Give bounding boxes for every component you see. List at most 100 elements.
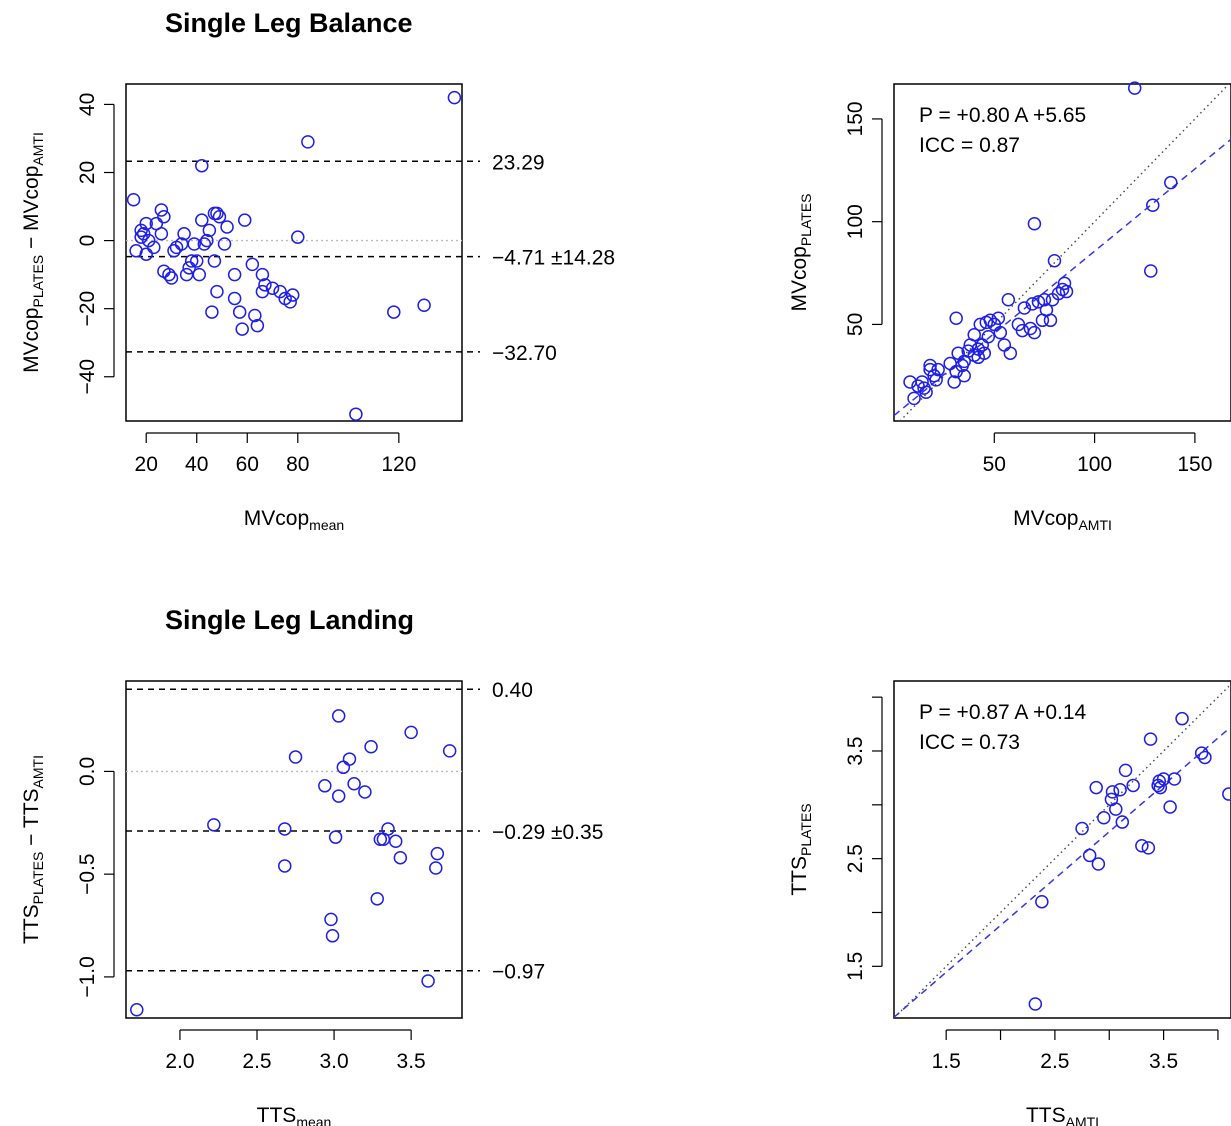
balance-corr-y-tick-label: 150 bbox=[844, 101, 867, 136]
balance-ba-data-point bbox=[179, 267, 194, 282]
section-title-balance: Single Leg Balance bbox=[165, 8, 413, 38]
balance-corr-data-point bbox=[1003, 346, 1018, 360]
balance-corr-data-point bbox=[1037, 293, 1052, 307]
balance-corr-data-point bbox=[991, 311, 1006, 326]
landing-ba-data-point bbox=[331, 709, 346, 723]
balance-corr-x-tick-label: 150 bbox=[1177, 453, 1212, 476]
landing-ba-data-point bbox=[328, 830, 343, 844]
landing-ba-data-point bbox=[404, 725, 418, 740]
balance-corr-data-point bbox=[1144, 264, 1158, 278]
balance-ba-data-point bbox=[134, 223, 148, 238]
landing-ba-data-point bbox=[318, 779, 332, 793]
balance-ba-data-point bbox=[207, 254, 222, 268]
landing-corr-fit-line bbox=[894, 726, 1231, 1018]
balance-ba-data-point bbox=[273, 284, 287, 299]
balance-corr-data-point bbox=[1031, 295, 1046, 309]
balance-corr-data-point bbox=[1027, 325, 1042, 340]
balance-corr-data-point bbox=[1051, 286, 1066, 301]
balance-ba-data-point bbox=[217, 237, 232, 251]
balance-ba-data-point bbox=[189, 254, 204, 268]
balance-ba-data-point bbox=[184, 254, 199, 268]
balance-corr-x-axis-title: MVcopAMTI bbox=[1013, 507, 1112, 533]
balance-ba-data-point bbox=[202, 223, 217, 238]
landing-ba-x-tick-label: 3.5 bbox=[397, 1050, 426, 1073]
landing-corr-data-point bbox=[1167, 772, 1182, 786]
balance-ba-data-point bbox=[164, 271, 179, 285]
balance-corr-data-point bbox=[967, 327, 981, 342]
balance-corr-data-point bbox=[1023, 321, 1038, 336]
balance-corr-data-point bbox=[1027, 216, 1042, 231]
landing-corr-x-axis-title: TTSAMTI bbox=[1026, 1104, 1099, 1126]
balance-ba-data-point bbox=[177, 227, 191, 241]
landing-ba-data-point bbox=[393, 850, 408, 865]
balance-corr-frame bbox=[893, 83, 1231, 422]
landing-ba-y-tick-label: 0.0 bbox=[76, 757, 99, 786]
landing-ba-data-point bbox=[278, 822, 292, 836]
landing-corr-data-point bbox=[1163, 800, 1177, 814]
landing-ba-data-point bbox=[207, 818, 221, 832]
balance-corr-data-point bbox=[931, 362, 945, 377]
balance-ba-x-tick-label: 80 bbox=[286, 453, 309, 476]
balance-corr-data-point bbox=[997, 338, 1012, 352]
balance-ba-data-point bbox=[227, 267, 242, 282]
balance-corr-data-point bbox=[1127, 81, 1142, 95]
landing-corr-data-point bbox=[1097, 810, 1111, 825]
landing-ba-x-axis-title: TTSmean bbox=[257, 1104, 332, 1126]
landing-corr-data-point bbox=[1035, 894, 1049, 909]
landing-corr-data-point bbox=[1222, 787, 1231, 801]
landing-ba-data-point bbox=[331, 789, 346, 803]
landing-corr-data-point bbox=[1194, 746, 1209, 760]
balance-ba-y-tick-label: 20 bbox=[76, 161, 99, 184]
landing-corr-y-tick-label: 2.5 bbox=[844, 844, 867, 873]
balance-ba-y-tick-label: 0 bbox=[76, 235, 99, 247]
landing-corr-annotation: ICC = 0.73 bbox=[919, 731, 1020, 754]
landing-corr-y-tick-label: 3.5 bbox=[844, 736, 867, 765]
balance-corr-annotation: P = +0.80 A +5.65 bbox=[919, 104, 1086, 127]
balance-ba-data-point bbox=[126, 192, 141, 207]
balance-corr-data-point bbox=[1047, 253, 1062, 268]
landing-ba-data-point bbox=[278, 859, 292, 873]
balance-ba-data-point bbox=[285, 288, 300, 302]
balance-corr-data-point bbox=[947, 375, 961, 389]
landing-corr-identity-line bbox=[894, 683, 1231, 1018]
balance-ba-data-point bbox=[154, 227, 169, 241]
landing-corr-y-tick-label: 1.5 bbox=[844, 952, 867, 981]
balance-ba-data-point bbox=[162, 267, 176, 282]
balance-ba-data-point bbox=[220, 220, 234, 234]
balance-ba-data-point bbox=[205, 305, 219, 319]
landing-corr-frame bbox=[893, 680, 1231, 1019]
landing-ba-data-point bbox=[324, 912, 338, 927]
balance-ba-data-point bbox=[250, 318, 265, 333]
balance-ba-data-point bbox=[195, 158, 209, 173]
landing-corr-x-tick-label: 2.5 bbox=[1040, 1050, 1069, 1073]
balance-ba-data-point bbox=[167, 244, 181, 258]
balance-ba-data-point bbox=[283, 295, 297, 309]
balance-ba-data-point bbox=[187, 237, 201, 251]
balance-ba-data-point bbox=[141, 233, 156, 248]
landing-ba-data-point bbox=[430, 846, 445, 861]
balance-ba-data-point bbox=[210, 284, 224, 299]
landing-corr-data-point bbox=[1135, 838, 1149, 853]
landing-corr-data-point bbox=[1089, 780, 1103, 795]
landing-ba-frame bbox=[125, 680, 463, 1019]
landing-ba-limit-label: −0.29 ±0.35 bbox=[492, 821, 603, 844]
balance-corr-data-point bbox=[949, 311, 963, 326]
balance-ba-y-tick-label: 40 bbox=[76, 93, 99, 116]
landing-ba-data-point bbox=[421, 974, 435, 988]
landing-corr-data-point bbox=[1153, 780, 1168, 795]
landing-ba-data-point bbox=[370, 892, 384, 906]
landing-ba-data-point bbox=[429, 861, 443, 875]
balance-ba-limit-label: 23.29 bbox=[492, 151, 545, 174]
balance-corr-data-point bbox=[977, 346, 992, 360]
landing-ba-data-point bbox=[381, 822, 395, 836]
balance-ba-data-point bbox=[139, 247, 153, 261]
balance-ba-data-point bbox=[136, 227, 151, 241]
balance-ba-data-point bbox=[200, 233, 214, 248]
balance-ba-data-point bbox=[245, 257, 260, 272]
landing-ba-data-point bbox=[342, 752, 357, 766]
balance-corr-data-point bbox=[929, 373, 943, 387]
landing-corr-data-point bbox=[1091, 857, 1106, 871]
balance-ba-x-tick-label: 40 bbox=[185, 453, 208, 476]
balance-ba-data-point bbox=[237, 213, 252, 227]
balance-ba-data-point bbox=[134, 230, 148, 244]
